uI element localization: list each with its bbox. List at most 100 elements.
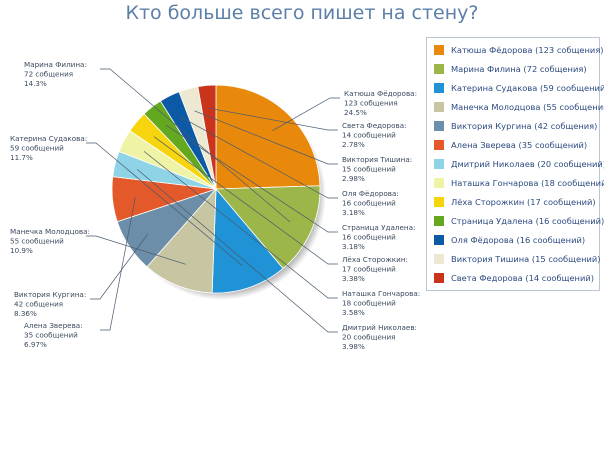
legend-item: Манечка Молодцова (55 сообщений)	[427, 97, 604, 116]
legend-item: Виктория Кургина (42 собщения)	[427, 116, 599, 135]
callout-leader-line	[86, 142, 243, 266]
callout-leader-line	[137, 169, 338, 333]
callout-percent: 3.18%	[342, 208, 365, 217]
legend-swatch	[434, 215, 444, 226]
callout-percent: 2.78%	[342, 140, 365, 149]
callout-percent: 8.36%	[14, 309, 37, 318]
callout-name: Оля Фёдорова:	[342, 189, 399, 198]
legend-label: Оля Фёдорова (16 сообщений)	[451, 234, 586, 245]
legend-item: Оля Фёдорова (16 сообщений)	[427, 230, 599, 249]
callout-name: Виктория Кургина:	[14, 290, 86, 299]
callout-percent: 10.9%	[10, 246, 33, 255]
callout-leader-line	[90, 233, 149, 300]
callout-name: Катерина Судакова:	[10, 134, 87, 143]
legend-label: Страница Удалена (16 сообщений)	[451, 215, 604, 226]
legend-swatch	[434, 234, 444, 245]
legend-label: Манечка Молодцова (55 сообщений)	[451, 101, 604, 112]
legend-label: Виктория Кургина (42 собщения)	[451, 120, 598, 131]
callout-name: Света Федорова:	[342, 121, 407, 130]
legend-item: Катюша Фёдорова (123 собщения)	[427, 40, 604, 59]
callout-percent: 6.97%	[24, 340, 47, 349]
legend-swatch	[434, 82, 444, 93]
legend-item: Лёха Сторожкин (17 сообщений)	[427, 192, 599, 211]
callout-count: 42 собщения	[14, 300, 63, 309]
pie-slice	[197, 84, 217, 190]
callout-name: Дмитрий Николаев:	[342, 323, 417, 332]
legend-swatch	[434, 272, 444, 283]
callout-leader-line	[86, 235, 186, 265]
legend-label: Лёха Сторожкин (17 сообщений)	[451, 196, 596, 207]
legend-label: Катерина Судакова (59 сообщений)	[451, 82, 604, 93]
callout-percent: 3.98%	[342, 342, 365, 351]
callout-leader-line	[100, 197, 136, 331]
chart-title: Кто больше всего пишет на стену?	[125, 2, 479, 24]
legend-label: Света Федорова (14 сообщений)	[451, 272, 594, 283]
callout-leader-line	[208, 107, 338, 131]
legend-swatch	[434, 158, 444, 169]
callout-leader-line	[165, 124, 338, 233]
callout-percent: 24.5%	[344, 108, 367, 117]
legend: Катюша Фёдорова (123 собщения) Марина Фил…	[426, 37, 604, 291]
legend-item: Виктория Тишина (15 сообщений)	[427, 249, 601, 268]
callout-count: 15 сообщений	[342, 165, 396, 174]
legend-item: Наташка Гончарова (18 сообщений)	[427, 173, 604, 192]
callout-name: Страница Удалена:	[342, 223, 415, 232]
callout-name: Катюша Фёдорова:	[344, 89, 417, 98]
pie-slice	[146, 187, 217, 294]
legend-swatch	[434, 101, 444, 112]
callout-leader-line	[100, 68, 291, 223]
legend-swatch	[434, 63, 444, 74]
callout-percent: 3.38%	[342, 274, 365, 283]
callout-leader-line	[272, 97, 340, 132]
callout-count: 16 сообщений	[342, 233, 396, 242]
callout-percent: 3.58%	[342, 308, 365, 317]
legend-label: Дмитрий Николаев (20 сообщений)	[451, 158, 604, 169]
callout-count: 35 сообщений	[24, 331, 78, 340]
legend-swatch	[434, 177, 444, 188]
callout-count: 123 собщения	[344, 99, 398, 108]
callout-percent: 14.3%	[24, 79, 47, 88]
legend-item: Света Федорова (14 сообщений)	[427, 268, 599, 287]
legend-label: Алена Зверева (35 сообщений)	[451, 139, 588, 150]
callout-name: Наташка Гончарова:	[342, 289, 420, 298]
callout-leader-line	[194, 110, 338, 165]
pie-slice	[211, 187, 284, 294]
legend-swatch	[434, 44, 444, 55]
callout-leader-line	[179, 116, 338, 199]
callout-percent: 11.7%	[10, 153, 33, 162]
legend-item: Катерина Судакова (59 сообщений)	[427, 78, 604, 97]
callout-name: Алена Зверева:	[24, 321, 83, 330]
callout-percent: 3.18%	[342, 242, 365, 251]
legend-item: Алена Зверева (35 сообщений)	[427, 135, 599, 154]
legend-label: Марина Филина (72 собщения)	[451, 63, 587, 74]
callout-count: 14 сообщений	[342, 131, 396, 140]
callout-leader-line	[153, 136, 338, 265]
legend-item: Дмитрий Николаев (20 сообщений)	[427, 154, 604, 173]
pie-slice	[215, 84, 321, 190]
callout-count: 16 сообщений	[342, 199, 396, 208]
callout-name: Виктория Тишина:	[342, 155, 412, 164]
callout-count: 72 собщения	[24, 70, 73, 79]
callout-count: 17 сообщений	[342, 265, 396, 274]
legend-item: Марина Филина (72 собщения)	[427, 59, 599, 78]
callout-name: Манечка Молодцова:	[10, 227, 90, 236]
pie-slices	[111, 84, 321, 294]
callout-percent: 2.98%	[342, 174, 365, 183]
legend-label: Виктория Тишина (15 сообщений)	[451, 253, 601, 264]
legend-swatch	[434, 139, 444, 150]
legend-label: Наташка Гончарова (18 сообщений)	[451, 177, 604, 188]
callout-count: 20 сообщения	[342, 333, 396, 342]
legend-swatch	[434, 196, 444, 207]
legend-swatch	[434, 253, 444, 264]
callout-count: 55 сообщений	[10, 237, 64, 246]
callout-count: 18 сообщений	[342, 299, 396, 308]
callout-name: Лёха Сторожкин:	[342, 255, 408, 264]
callout-leader-line	[143, 151, 338, 299]
callout-count: 59 сообщений	[10, 144, 64, 153]
legend-item: Страница Удалена (16 сообщений)	[427, 211, 604, 230]
callout-name: Марина Филина:	[24, 60, 87, 69]
legend-swatch	[434, 120, 444, 131]
legend-label: Катюша Фёдорова (123 собщения)	[451, 44, 604, 55]
